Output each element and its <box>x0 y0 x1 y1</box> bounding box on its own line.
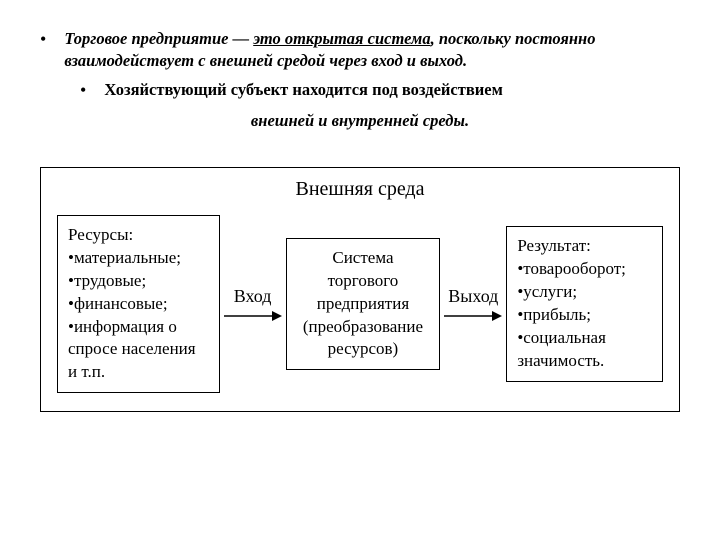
result-item: •прибыль; <box>517 304 652 327</box>
result-item: •товарооборот; <box>517 258 652 281</box>
system-line: предприятия <box>297 293 430 316</box>
bullet-1-emphasis: это открытая система <box>253 29 430 48</box>
system-line: Система <box>297 247 430 270</box>
resource-item: •информация о спросе населения и т.п. <box>68 316 209 385</box>
bullet-2-body: Хозяйствующий субъект находится под возд… <box>104 79 680 101</box>
result-item: •социальная значимость. <box>517 327 652 373</box>
diagram-row: Ресурсы: •материальные; •трудовые; •фина… <box>57 215 663 394</box>
flow-in-label: Вход <box>234 286 272 307</box>
arrow-right-icon <box>444 309 502 323</box>
resource-item: •финансовые; <box>68 293 209 316</box>
system-line: ресурсов) <box>297 338 430 361</box>
flow-out: Выход <box>444 286 502 323</box>
flow-in: Вход <box>224 286 282 323</box>
resources-box: Ресурсы: •материальные; •трудовые; •фина… <box>57 215 220 394</box>
system-line: (преобразование <box>297 316 430 339</box>
bullet-marker: • <box>40 28 46 73</box>
system-line: торгового <box>297 270 430 293</box>
bullet-1-body: Торговое предприятие — это открытая сист… <box>64 28 680 73</box>
results-heading: Результат: <box>517 235 652 258</box>
flow-out-label: Выход <box>448 286 498 307</box>
resources-heading: Ресурсы: <box>68 224 209 247</box>
system-box: Система торгового предприятия (преобразо… <box>286 238 441 371</box>
resource-item: •материальные; <box>68 247 209 270</box>
diagram-container: Внешняя среда Ресурсы: •материальные; •т… <box>40 167 680 413</box>
result-item: •услуги; <box>517 281 652 304</box>
arrow-right-icon <box>224 309 282 323</box>
centered-text: внешней и внутренней среды. <box>40 111 680 131</box>
results-box: Результат: •товарооборот; •услуги; •приб… <box>506 226 663 382</box>
resource-item: •трудовые; <box>68 270 209 293</box>
environment-title: Внешняя среда <box>57 178 663 201</box>
bullet-item-2: • Хозяйствующий субъект находится под во… <box>80 79 680 101</box>
bullet-item-1: • Торговое предприятие — это открытая си… <box>40 28 680 73</box>
bullet-marker: • <box>80 79 86 101</box>
bullet-1-prefix: Торговое предприятие — <box>64 29 253 48</box>
